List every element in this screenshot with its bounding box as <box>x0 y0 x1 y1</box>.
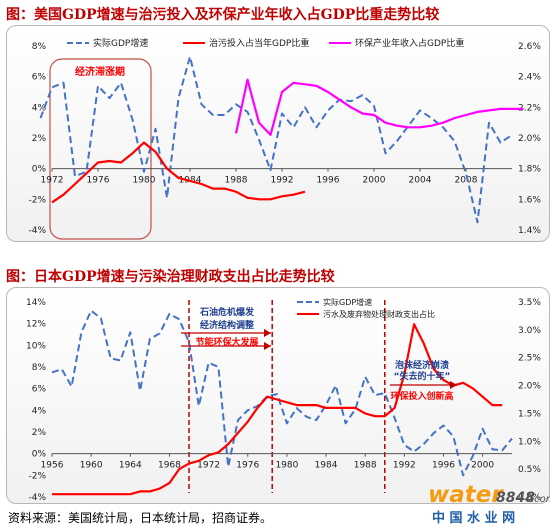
watermark-brand-digits: 8848 <box>496 490 535 506</box>
chart2-annotation-3: 节能环保大发展 <box>195 336 258 348</box>
series-line-3 <box>234 78 524 137</box>
chart1-panel: 经济滞涨期 8% 6% 4% 2% 0% -2% -4% 2.6% 2.4% 2.2% 2.0% 1.8… <box>6 25 550 242</box>
legend-label-1: 实际GDP增速 <box>93 37 148 49</box>
x-axis-tick-label: 1972 <box>197 461 220 471</box>
chart2-annotation-1: 石油危机爆发 <box>199 306 255 318</box>
watermark-logo: water 8848 .com 中 国 水 业 网 <box>428 482 550 526</box>
x-axis-tick-label: 1996 <box>432 461 455 471</box>
x-axis-tick-label: 1972 <box>41 176 64 186</box>
left-axis-tick-label: -2% <box>28 195 46 205</box>
stagflation-period-label: 经济滞涨期 <box>75 65 125 78</box>
x-axis-tick-label: 2004 <box>409 176 432 186</box>
chart2-plot: 14% 12% 10% 8% 6% 4% 2% 0% -2% -4% 3.5% 3.0% 2.5% 2.0… <box>26 297 541 503</box>
right-axis-tick-label: 0.0% <box>518 493 541 503</box>
x-axis-tick-label: 1992 <box>271 176 294 186</box>
chart1-plot: 经济滞涨期 8% 6% 4% 2% 0% -2% -4% 2.6% 2.4% 2.2% 2.0% 1.8… <box>28 37 541 240</box>
chart2-annotation-4: 泡沫经济崩溃 <box>395 359 449 371</box>
chart1-title: 图：美国GDP增速与治污投入及环保产业年收入占GDP比重走势比较 <box>6 7 440 23</box>
series-line-2 <box>51 141 306 204</box>
x-axis-tick-label: 1960 <box>80 461 103 471</box>
left-axis-tick-label: 0% <box>32 450 47 460</box>
left-axis-tick-label: 6% <box>32 385 47 395</box>
left-axis-tick-label: 2% <box>32 428 47 438</box>
legend-label-1: 实际GDP增速 <box>323 297 372 307</box>
x-axis-tick-label: 1968 <box>158 461 181 471</box>
legend-label-2: 污水及废弃物处理财政支出占比 <box>323 309 435 319</box>
right-axis-tick-label: 1.5% <box>518 409 541 419</box>
source-note: 资料来源：美国统计局，日本统计局，招商证券。 <box>8 511 273 525</box>
x-axis-tick-label: 1984 <box>315 461 338 471</box>
x-axis-tick-label: 1980 <box>133 176 156 186</box>
watermark-brand-word: water <box>428 482 504 508</box>
watermark-brand-domain: .com <box>531 494 550 505</box>
x-axis-tick-label: 1988 <box>225 176 248 186</box>
right-axis-tick-label: 1.8% <box>518 165 541 175</box>
chart2-annotation-2: 经济结构调整 <box>200 319 254 331</box>
legend-label-3: 环保产业年收入占GDP比重 <box>355 37 464 49</box>
left-axis-tick-label: 0% <box>32 165 47 175</box>
annotation-arrowhead-2 <box>264 342 271 350</box>
x-axis-tick-label: 1976 <box>236 461 259 471</box>
chart2-annotation-6: 环保投入创新高 <box>390 390 453 402</box>
right-axis-tick-label: 2.5% <box>518 354 541 364</box>
x-axis-tick-label: 1980 <box>275 461 298 471</box>
right-axis-tick-label: 2.0% <box>518 134 541 144</box>
right-axis-tick-label: 3.0% <box>518 326 541 336</box>
left-axis-tick-label: 2% <box>32 134 47 144</box>
annotation-arrowhead-1 <box>264 329 271 337</box>
watermark-cn-name: 中 国 水 业 网 <box>432 510 515 526</box>
left-axis-tick-label: 4% <box>32 406 47 416</box>
x-axis-tick-label: 2000 <box>363 176 386 186</box>
series-line-2 <box>52 323 503 496</box>
legend-label-2: 治污投入占当年GDP比重 <box>209 37 309 49</box>
left-axis-tick-label: 12% <box>26 320 46 330</box>
series-line-1 <box>51 309 513 477</box>
right-axis-tick-label: 1.6% <box>518 195 541 205</box>
x-axis-tick-label: 1996 <box>317 176 340 186</box>
left-axis-tick-label: 10% <box>26 341 46 351</box>
left-axis-tick-label: -4% <box>28 493 46 503</box>
left-axis-tick-label: 8% <box>32 42 47 52</box>
right-axis-tick-label: 2.0% <box>518 382 541 392</box>
x-axis-tick-label: 1976 <box>87 176 110 186</box>
annotation-arrowhead-3 <box>450 381 457 389</box>
x-axis-tick-label: 2008 <box>455 176 478 186</box>
right-axis-tick-label: 2.4% <box>518 73 541 83</box>
x-axis-tick-label: 1992 <box>393 461 416 471</box>
x-axis-tick-label: 1964 <box>119 461 142 471</box>
chart2-annotation-5: “失去的十年” <box>394 370 451 382</box>
left-axis-tick-label: -2% <box>28 471 46 481</box>
chart2-title: 图：日本GDP增速与污染治理财政支出占比走势比较 <box>6 269 335 285</box>
right-axis-tick-label: 3.5% <box>518 298 541 308</box>
x-axis-tick-label: 1956 <box>41 461 64 471</box>
right-axis-tick-label: 1.0% <box>518 437 541 447</box>
right-axis-tick-label: 1.4% <box>518 226 541 236</box>
x-axis-tick-label: 2000 <box>471 461 494 471</box>
left-axis-tick-label: 14% <box>26 298 46 308</box>
left-axis-tick-label: 6% <box>32 73 47 83</box>
right-axis-tick-label: 2.6% <box>518 42 541 52</box>
right-axis-tick-label: 0.5% <box>518 465 541 475</box>
x-axis-tick-label: 1988 <box>354 461 377 471</box>
left-axis-tick-label: -4% <box>28 226 46 236</box>
right-axis-tick-label: 2.2% <box>518 103 541 113</box>
chart2-panel: 14% 12% 10% 8% 6% 4% 2% 0% -2% -4% 3.5% 3.0% 2.5% 2.0… <box>6 287 550 504</box>
left-axis-tick-label: 4% <box>32 103 47 113</box>
left-axis-tick-label: 8% <box>32 363 47 373</box>
